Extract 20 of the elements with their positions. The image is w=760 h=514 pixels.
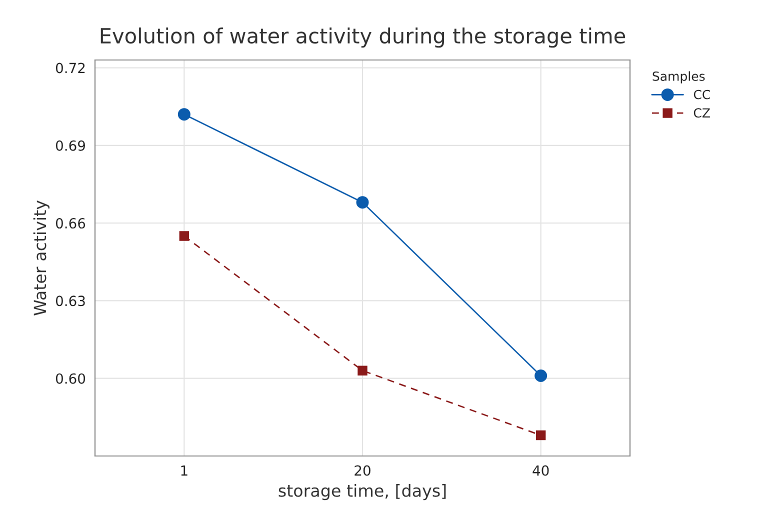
y-tick-label: 0.66 bbox=[56, 218, 86, 229]
legend-label: CC bbox=[694, 90, 710, 100]
point bbox=[356, 196, 369, 209]
y-axis-title: Water activity bbox=[33, 200, 50, 316]
y-tick-label: 0.63 bbox=[56, 296, 85, 306]
point bbox=[178, 108, 190, 121]
point bbox=[536, 430, 546, 440]
chart-title: Evolution of water activity during the storage time bbox=[100, 28, 626, 48]
y-tick-label: 0.60 bbox=[56, 373, 86, 384]
point bbox=[358, 366, 368, 376]
x-tick-label: 20 bbox=[354, 465, 370, 476]
x-axis-title: storage time, [days] bbox=[278, 484, 446, 500]
x-tick-label: 1 bbox=[181, 465, 188, 476]
y-tick-label: 0.72 bbox=[56, 62, 85, 74]
point bbox=[179, 231, 190, 241]
point bbox=[534, 370, 548, 382]
y-tick-label: 0.69 bbox=[56, 140, 85, 151]
legend-label: CZ bbox=[694, 108, 710, 118]
legend-title: Samples bbox=[652, 71, 705, 84]
x-tick-label: 40 bbox=[532, 465, 549, 476]
